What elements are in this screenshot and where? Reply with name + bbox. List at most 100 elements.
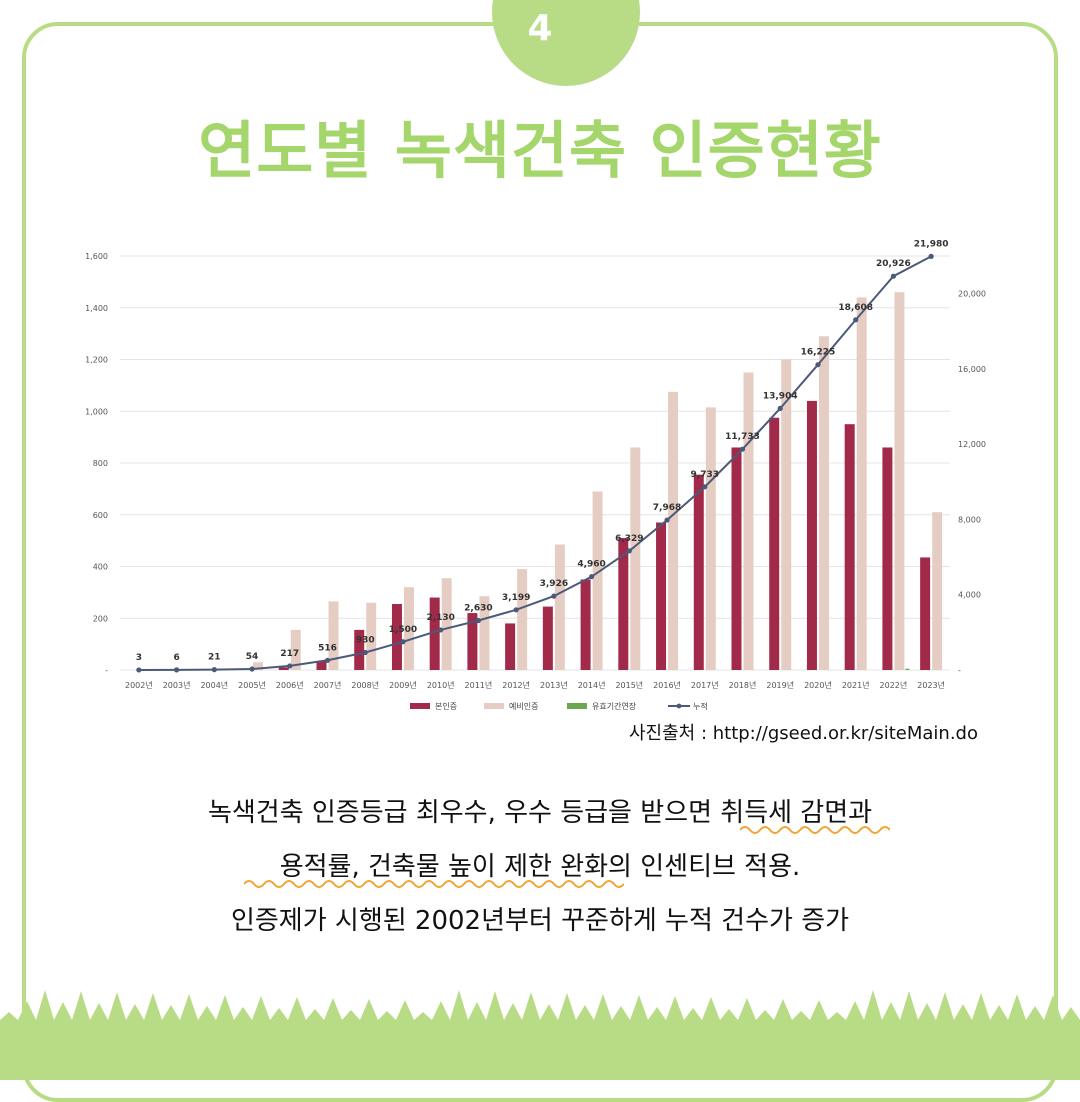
data-label-cumulative: 2,130 xyxy=(426,613,454,623)
y-left-tick-label: 1,000 xyxy=(85,407,108,416)
bar-main-cert xyxy=(278,667,289,670)
grass-decoration xyxy=(0,990,1080,1080)
x-tick-label: 2017년 xyxy=(691,680,719,690)
bar-pre-cert xyxy=(818,336,829,670)
data-label-cumulative: 3,199 xyxy=(502,593,530,603)
bar-main-cert xyxy=(882,447,893,670)
legend-swatch-marker xyxy=(676,703,682,709)
point-cumulative xyxy=(249,666,255,672)
legend-label: 본인증 xyxy=(435,701,457,711)
point-cumulative xyxy=(777,405,783,411)
bar-pre-cert xyxy=(328,601,339,670)
legend-label: 유효기간연장 xyxy=(592,701,637,711)
photo-source: 사진출처 : http://gseed.or.kr/siteMain.do xyxy=(628,723,978,744)
bar-pre-cert xyxy=(894,292,905,670)
point-cumulative xyxy=(664,517,670,523)
bar-main-cert xyxy=(429,597,440,670)
data-label-cumulative: 1,500 xyxy=(389,625,417,635)
point-cumulative xyxy=(890,273,897,279)
x-tick-label: 2023년 xyxy=(917,680,945,690)
x-tick-label: 2019년 xyxy=(766,680,794,690)
data-label-cumulative: 16,225 xyxy=(801,348,836,358)
bar-main-cert xyxy=(316,660,327,670)
legend-swatch xyxy=(567,703,587,709)
x-tick-label: 2002년 xyxy=(125,680,153,690)
bar-pre-cert xyxy=(630,447,641,670)
bar-main-cert xyxy=(693,474,704,670)
y-left-tick-label: 800 xyxy=(93,459,108,468)
data-label-cumulative: 3,926 xyxy=(540,579,568,589)
bar-main-cert xyxy=(844,424,855,670)
x-tick-label: 2013년 xyxy=(540,680,568,690)
bar-pre-cert xyxy=(253,662,264,670)
point-cumulative xyxy=(853,317,859,323)
x-tick-label: 2010년 xyxy=(427,680,455,690)
bar-pre-cert xyxy=(668,391,679,670)
bar-main-cert xyxy=(618,538,629,670)
bar-main-cert xyxy=(580,579,591,670)
y-right-tick-label: 8,000 xyxy=(958,515,981,524)
bar-pre-cert xyxy=(517,569,528,670)
point-cumulative xyxy=(438,627,444,633)
bar-main-cert xyxy=(656,522,667,670)
point-cumulative xyxy=(588,574,595,580)
bar-extension xyxy=(905,668,910,670)
step-number: 4 xyxy=(527,8,553,49)
x-tick-label: 2009년 xyxy=(389,680,417,690)
data-label-cumulative: 9,733 xyxy=(691,470,719,480)
y-right-tick-label: 16,000 xyxy=(958,365,986,374)
data-label-cumulative: 18,608 xyxy=(838,303,873,313)
bar-pre-cert xyxy=(403,587,414,670)
x-tick-label: 2021년 xyxy=(842,680,870,690)
point-cumulative xyxy=(551,593,557,599)
x-tick-label: 2011년 xyxy=(465,680,493,690)
y-left-tick-label: 1,400 xyxy=(85,304,108,313)
point-cumulative xyxy=(702,484,708,490)
x-tick-label: 2007년 xyxy=(314,680,342,690)
point-cumulative xyxy=(815,362,821,368)
y-left-tick-label: 600 xyxy=(93,511,108,520)
point-cumulative xyxy=(739,446,746,452)
y-right-tick-label: 12,000 xyxy=(958,440,986,449)
bar-pre-cert xyxy=(479,596,490,670)
line-cumulative xyxy=(138,255,932,671)
point-cumulative xyxy=(362,649,368,656)
data-label-cumulative: 13,904 xyxy=(763,391,798,401)
body-line-3: 인증제가 시행된 2002년부터 꾸준하게 누적 건수가 증가 xyxy=(230,906,850,936)
x-tick-label: 2006년 xyxy=(276,680,304,690)
bar-pre-cert xyxy=(366,602,377,670)
point-cumulative xyxy=(928,253,934,259)
x-tick-label: 2018년 xyxy=(729,680,757,690)
x-tick-label: 2020년 xyxy=(804,680,832,690)
bar-main-cert xyxy=(806,400,817,670)
y-left-tick-label: 400 xyxy=(93,563,108,572)
bar-main-cert xyxy=(354,629,365,670)
body-line-2: 용적률, 건축물 높이 제한 완화의 인센티브 적용. xyxy=(279,852,801,882)
x-tick-label: 2012년 xyxy=(502,680,530,690)
legend-label: 누적 xyxy=(693,701,708,711)
x-tick-label: 2014년 xyxy=(578,680,606,690)
data-label-cumulative: 20,926 xyxy=(876,259,911,269)
data-label-cumulative: 930 xyxy=(356,635,375,645)
bar-pre-cert xyxy=(781,359,792,670)
x-tick-label: 2005년 xyxy=(238,680,266,690)
bar-pre-cert xyxy=(932,512,943,670)
bar-main-cert xyxy=(391,604,402,670)
data-label-cumulative: 4,960 xyxy=(577,560,605,570)
bar-main-cert xyxy=(920,557,931,670)
legend-label: 예비인증 xyxy=(509,701,538,711)
y-left-tick-label: 1,600 xyxy=(85,252,108,261)
bar-pre-cert xyxy=(743,372,754,670)
point-cumulative xyxy=(475,617,482,624)
x-tick-label: 2004년 xyxy=(200,680,228,690)
y-left-tick-label: 200 xyxy=(93,614,108,623)
point-cumulative xyxy=(173,667,180,673)
bar-main-cert xyxy=(731,447,742,670)
y-left-tick-label: - xyxy=(105,666,108,675)
data-label-cumulative: 217 xyxy=(280,649,299,659)
point-cumulative xyxy=(136,667,142,673)
chart: - 200 400 600 800 1,000 1,200 1,400 1,600 - 4,000 8… xyxy=(85,240,986,711)
underline-highlight-2 xyxy=(244,880,624,888)
bar-pre-cert xyxy=(554,544,565,670)
bar-pre-cert xyxy=(705,407,716,670)
